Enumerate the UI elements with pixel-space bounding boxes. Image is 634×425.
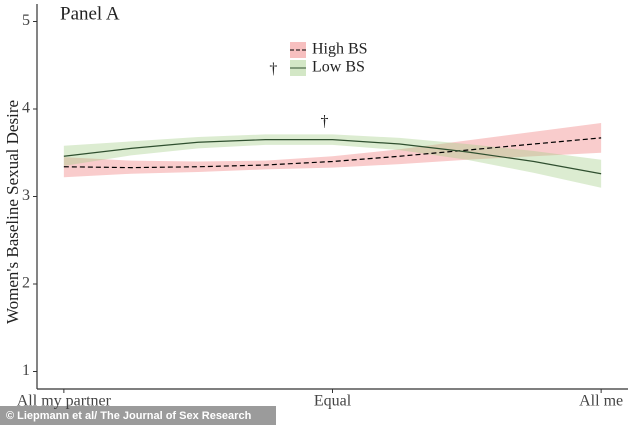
y-axis-label: Women's Baseline Sexual Desire: [3, 100, 22, 324]
x-tick-label: Equal: [314, 393, 352, 410]
legend-label: Low BS: [312, 59, 365, 76]
y-tick-label: 5: [22, 12, 30, 29]
credit-box: [0, 406, 276, 425]
confidence-band: [63, 123, 602, 178]
confidence-band: [63, 134, 602, 188]
chart-title: Panel A: [60, 3, 120, 24]
y-tick-label: 1: [22, 362, 30, 379]
annotation: †: [320, 113, 328, 130]
y-tick-label: 2: [22, 275, 30, 292]
line: [63, 137, 602, 169]
legend-label: High BS: [312, 41, 368, 58]
line: [63, 139, 602, 175]
x-tick-label: All me: [579, 393, 623, 410]
credit: © Liepmann et al/ The Journal of Sex Res…: [6, 410, 252, 422]
x-tick-label: All my partner: [17, 393, 112, 410]
y-tick-label: 4: [22, 100, 30, 117]
annotation: †: [269, 60, 277, 77]
y-tick-label: 3: [22, 187, 30, 204]
